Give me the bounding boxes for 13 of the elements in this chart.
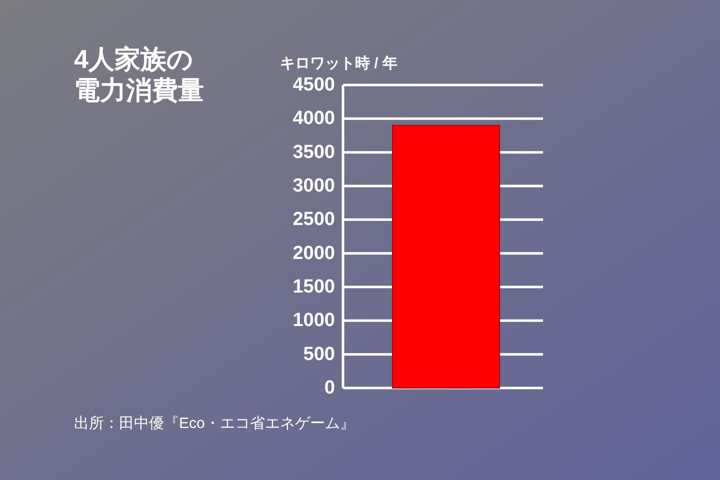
y-tick-label: 2000 bbox=[292, 242, 335, 264]
y-tick-label: 3500 bbox=[292, 142, 335, 163]
y-tick-label: 1500 bbox=[292, 276, 335, 298]
y-tick-label: 500 bbox=[303, 344, 335, 365]
y-tick-label: 3000 bbox=[292, 176, 335, 196]
y-tick-label: 4500 bbox=[292, 74, 335, 96]
y-tick-label: 0 bbox=[324, 378, 335, 398]
y-tick-label: 1000 bbox=[292, 310, 335, 332]
chart-title: 4人家族の電力消費量 bbox=[74, 44, 205, 106]
text: 出所：田中優『Eco・エコ省エネゲーム』 bbox=[74, 415, 355, 432]
y-axis-title: キロワット時 / 年 bbox=[280, 55, 398, 72]
y-tick-label: 4000 bbox=[292, 108, 335, 130]
y-tick-label: 2500 bbox=[292, 209, 335, 230]
